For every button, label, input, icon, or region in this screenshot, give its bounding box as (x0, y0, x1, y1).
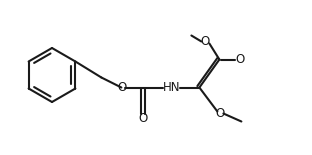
Text: O: O (216, 107, 225, 120)
Text: O: O (118, 81, 127, 94)
Text: O: O (236, 53, 245, 66)
Text: HN: HN (163, 81, 180, 94)
Text: O: O (139, 112, 148, 125)
Text: O: O (201, 35, 210, 48)
